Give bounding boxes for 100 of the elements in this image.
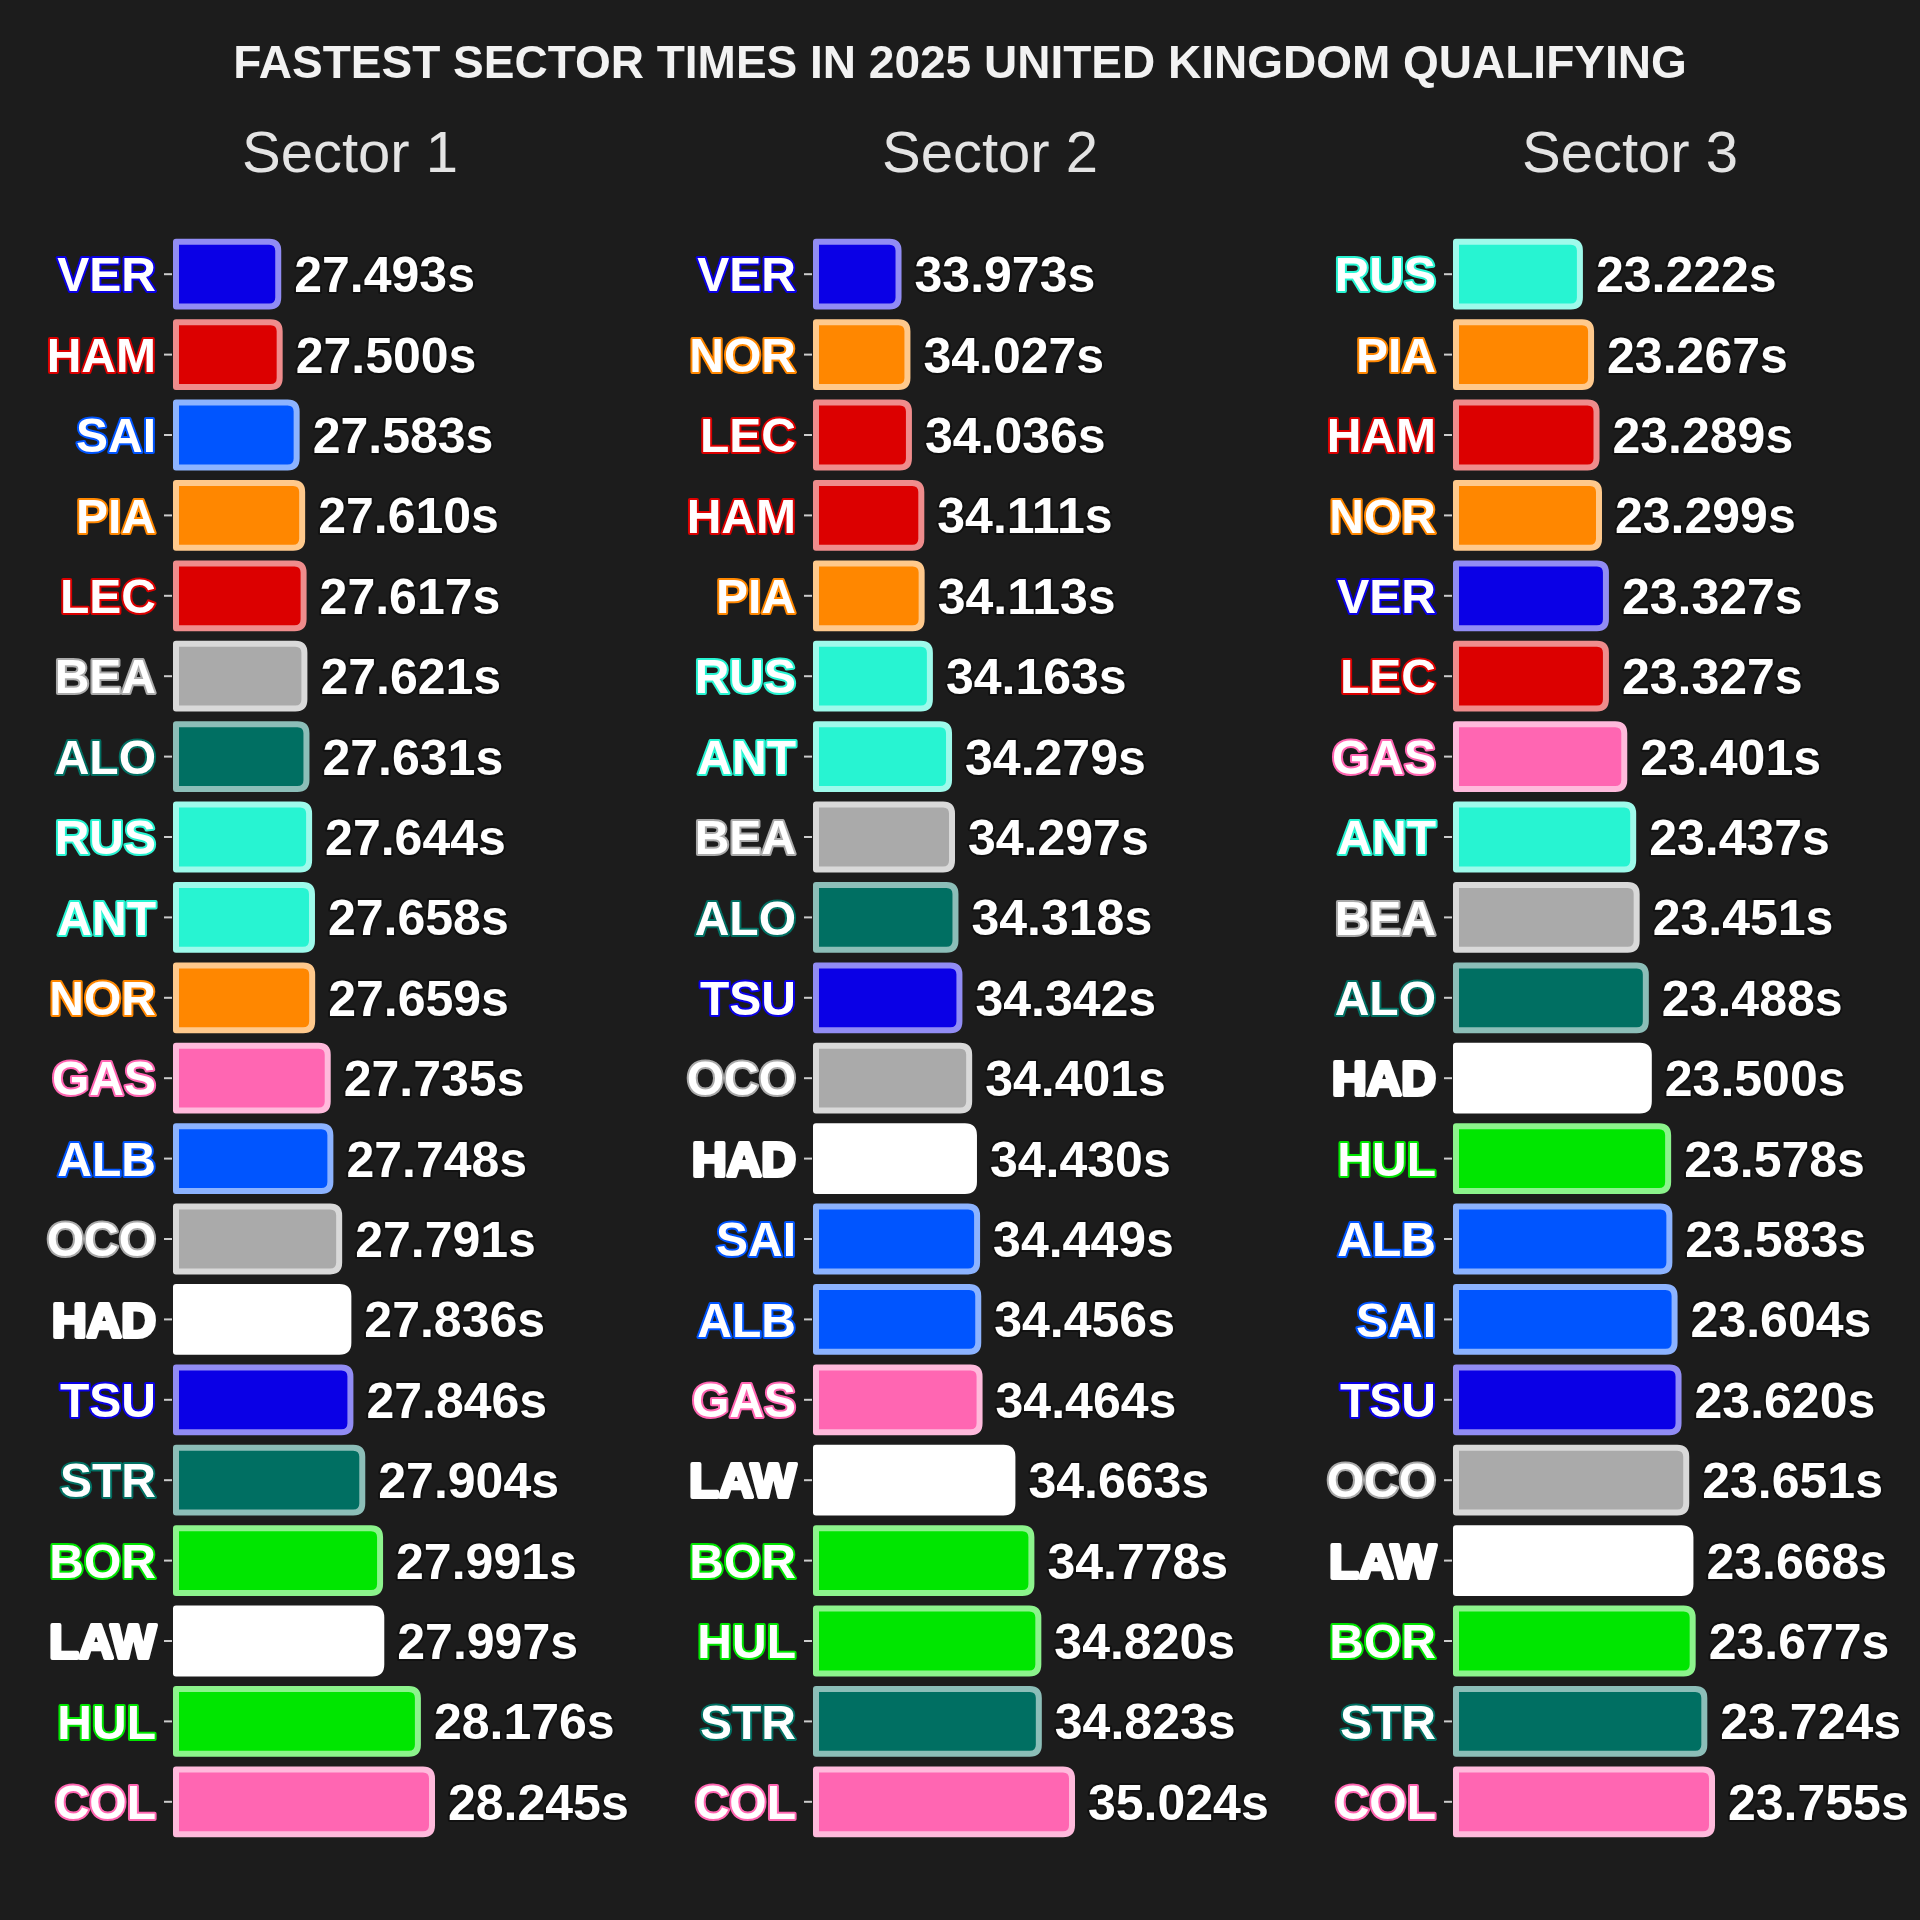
y-tick-label: STR: [700, 1695, 796, 1749]
y-tick-label: HAD: [692, 1132, 796, 1186]
y-tick-label: COL: [54, 1776, 156, 1830]
data-label: 28.245s: [448, 1774, 629, 1831]
y-tick-label: TSU: [700, 972, 796, 1026]
data-label: 23.724s: [1720, 1694, 1902, 1751]
data-label: 23.578s: [1684, 1131, 1865, 1188]
data-label: 23.620s: [1694, 1372, 1876, 1429]
y-tick-label: ANT: [57, 891, 156, 945]
y-tick-label: RUS: [54, 811, 156, 865]
y-tick-label: HAM: [686, 489, 796, 543]
data-label: 27.659s: [328, 970, 509, 1027]
data-label: 34.464s: [995, 1372, 1177, 1429]
data-label: 23.299s: [1614, 488, 1796, 545]
data-label: 27.846s: [366, 1372, 548, 1429]
data-label: 34.820s: [1054, 1614, 1236, 1670]
y-tick-label: HUL: [697, 1615, 796, 1669]
data-label: 34.430s: [989, 1131, 1171, 1188]
y-tick-label: HAD: [1332, 1052, 1436, 1106]
y-tick-label: SAI: [75, 409, 156, 463]
chart-title: Sector 1: [242, 119, 458, 184]
data-label: 34.297s: [968, 810, 1149, 866]
y-tick-label: TSU: [60, 1374, 156, 1428]
data-label: 34.823s: [1054, 1694, 1236, 1751]
data-label: 27.500s: [295, 327, 477, 384]
y-tick-label: OCO: [1326, 1454, 1436, 1508]
y-tick-label: COL: [1334, 1776, 1436, 1830]
y-tick-label: SAI: [715, 1213, 796, 1267]
y-tick-label: LEC: [60, 570, 156, 624]
chart-title: Sector 3: [1522, 119, 1738, 184]
y-tick-label: BEA: [694, 811, 796, 865]
y-tick-label: STR: [60, 1454, 156, 1508]
y-tick-label: LAW: [49, 1615, 157, 1669]
data-label: 34.027s: [923, 327, 1105, 384]
y-tick-label: NOR: [1329, 489, 1436, 543]
data-label: 27.991s: [396, 1533, 577, 1590]
y-tick-label: PIA: [75, 489, 156, 543]
data-label: 34.163s: [945, 649, 1127, 706]
y-tick-label: OCO: [686, 1052, 796, 1106]
y-tick-label: NOR: [689, 328, 796, 382]
y-tick-label: OCO: [46, 1213, 156, 1267]
data-label: 27.610s: [318, 488, 499, 545]
chart-title: Sector 2: [882, 119, 1098, 184]
data-label: 34.318s: [971, 890, 1153, 947]
y-tick-label: TSU: [1340, 1374, 1436, 1428]
y-tick-label: LAW: [1329, 1534, 1437, 1588]
data-label: 27.997s: [397, 1614, 579, 1670]
data-label: 23.401s: [1640, 729, 1822, 786]
data-label: 23.500s: [1664, 1051, 1846, 1108]
data-label: 27.658s: [327, 890, 509, 947]
y-tick-label: NOR: [49, 972, 156, 1026]
data-label: 35.024s: [1088, 1774, 1269, 1831]
y-tick-label: PIA: [715, 570, 796, 624]
data-label: 23.327s: [1621, 649, 1803, 706]
y-tick-label: SAI: [1355, 1293, 1436, 1347]
data-label: 27.617s: [319, 568, 501, 625]
data-label: 23.437s: [1649, 810, 1830, 866]
y-tick-label: LEC: [700, 409, 796, 463]
y-tick-label: ANT: [697, 730, 796, 784]
text: FASTEST SECTOR TIMES IN 2025 UNITED KINGDOM QUALIFYING: [233, 36, 1687, 88]
data-label: 33.973s: [914, 247, 1096, 304]
data-label: 27.748s: [346, 1131, 528, 1188]
y-tick-label: ALB: [1337, 1213, 1436, 1267]
data-label: 34.401s: [985, 1051, 1166, 1108]
data-label: 23.668s: [1706, 1533, 1888, 1590]
data-label: 34.778s: [1047, 1533, 1229, 1590]
y-tick-label: VER: [57, 248, 156, 302]
data-label: 23.677s: [1708, 1614, 1890, 1670]
y-tick-label: BOR: [1329, 1615, 1436, 1669]
y-tick-label: HAD: [52, 1293, 156, 1347]
y-tick-label: ALB: [57, 1132, 156, 1186]
y-tick-label: COL: [694, 1776, 796, 1830]
data-label: 34.113s: [937, 568, 1116, 625]
y-tick-label: ANT: [1337, 811, 1436, 865]
y-tick-label: ALO: [694, 891, 796, 945]
y-tick-label: ALO: [54, 730, 156, 784]
data-label: 23.267s: [1607, 327, 1788, 384]
y-tick-label: HUL: [1337, 1132, 1436, 1186]
data-label: 34.663s: [1028, 1453, 1210, 1510]
data-label: 27.631s: [322, 729, 504, 786]
data-label: 23.327s: [1621, 568, 1803, 625]
data-label: 27.583s: [312, 408, 494, 464]
data-label: 27.735s: [343, 1051, 525, 1108]
y-tick-label: GAS: [1331, 730, 1436, 784]
y-tick-label: GAS: [51, 1052, 156, 1106]
data-label: 34.111s: [937, 488, 1113, 545]
data-label: 23.289s: [1612, 408, 1794, 464]
data-label: 34.279s: [965, 729, 1146, 786]
y-tick-label: BEA: [1334, 891, 1436, 945]
y-tick-label: LAW: [689, 1454, 797, 1508]
y-tick-label: ALO: [1334, 972, 1436, 1026]
y-tick-label: LEC: [1340, 650, 1436, 704]
y-tick-label: PIA: [1355, 328, 1436, 382]
y-tick-label: HUL: [57, 1695, 156, 1749]
y-tick-label: BEA: [54, 650, 156, 704]
y-tick-label: BOR: [689, 1534, 796, 1588]
y-tick-label: BOR: [49, 1534, 156, 1588]
data-label: 23.222s: [1595, 247, 1777, 304]
data-label: 34.342s: [975, 970, 1157, 1027]
data-label: 23.651s: [1702, 1453, 1883, 1510]
